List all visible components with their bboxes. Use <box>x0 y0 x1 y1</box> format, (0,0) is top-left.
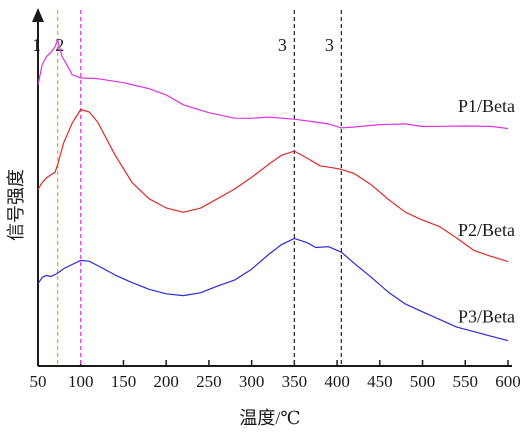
peak-label: 3 <box>325 35 334 55</box>
series-lines <box>37 39 509 342</box>
series-line <box>37 39 509 130</box>
x-tick-label: 250 <box>196 372 222 391</box>
series-label: P2/Beta <box>458 220 515 240</box>
x-tick-label: 100 <box>68 372 94 391</box>
series-labels: P1/Beta P2/Beta P3/Beta <box>458 96 515 326</box>
peak-label: 2 <box>55 35 64 55</box>
axes: 50 100 150 200 250 300 350 400 450 500 550 600 <box>30 8 520 391</box>
x-tick-label: 50 <box>30 372 47 391</box>
series-label: P3/Beta <box>458 306 515 326</box>
x-tick-label: 200 <box>153 372 179 391</box>
y-axis-arrow-icon <box>32 8 44 22</box>
x-tick-label: 500 <box>410 372 436 391</box>
x-tick-label: 550 <box>453 372 479 391</box>
x-tick-label: 350 <box>282 372 308 391</box>
x-tick-label: 300 <box>239 372 265 391</box>
x-tick-label: 450 <box>367 372 393 391</box>
series-line <box>37 237 509 342</box>
y-axis-title: 信号强度 <box>6 169 27 241</box>
x-tick-label: 600 <box>495 372 520 391</box>
x-tick-label: 400 <box>324 372 350 391</box>
series-label: P1/Beta <box>458 96 515 116</box>
peak-label: 3 <box>278 35 287 55</box>
series-line <box>37 108 509 263</box>
peak-label: 1 <box>32 35 41 55</box>
x-tick-label: 150 <box>111 372 137 391</box>
x-axis-title: 温度/℃ <box>239 408 300 428</box>
